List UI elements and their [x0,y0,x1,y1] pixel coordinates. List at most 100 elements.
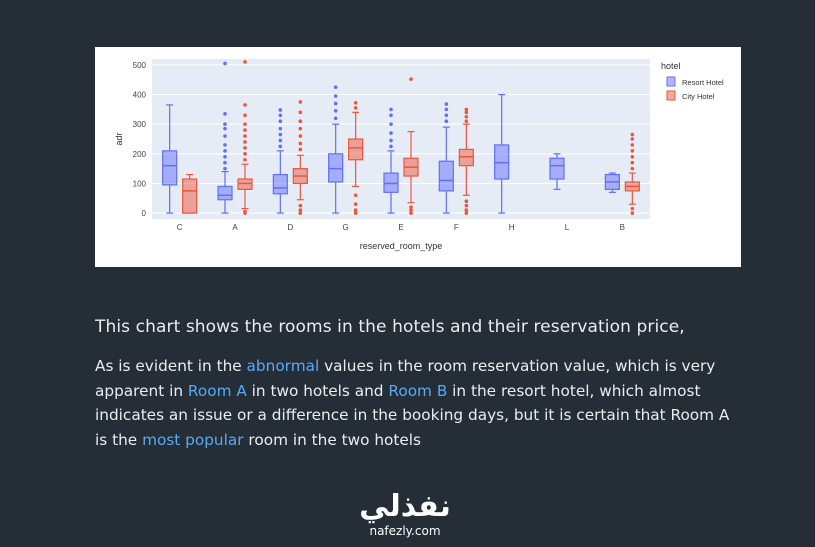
outlier-point [630,160,635,165]
outlier-point [464,211,469,215]
highlighted-phrase: most popular [142,430,244,449]
outlier-point [278,138,283,143]
outlier-point [464,203,469,208]
outlier-point [223,126,227,131]
outlier-point [464,110,469,115]
outlier-point [243,134,247,138]
outlier-point [444,113,449,118]
outlier-point [630,143,635,147]
outlier-point [278,132,283,137]
description-text: room in the two hotels [243,430,422,449]
outlier-point [298,119,303,124]
outlier-point [444,119,449,124]
box-B [624,132,640,215]
outlier-point [243,128,247,132]
outlier-point [298,110,303,115]
legend-swatch [666,90,676,101]
iqr-box [272,173,288,195]
y-tick-label: 400 [133,91,147,100]
x-tick-label: B [620,223,625,232]
x-tick-label: G [343,223,349,232]
outlier-point [389,122,393,126]
outlier-point [409,77,413,81]
outlier-point [223,112,227,116]
outlier-point [278,144,283,149]
highlighted-phrase: Room B [388,381,448,400]
outlier-point [333,94,338,98]
iqr-box [549,157,565,180]
outlier-point [464,208,469,212]
outlier-point [353,101,358,105]
plot-area [152,59,650,219]
x-axis-label: reserved_room_type [360,241,443,251]
outlier-point [278,119,283,124]
highlighted-phrase: abnormal [246,357,320,375]
box-E [403,77,419,215]
outlier-point [243,60,247,64]
legend-swatch [666,76,676,87]
box-D [272,108,288,214]
outlier-point [223,61,227,66]
outlier-point [409,211,413,215]
outlier-point [444,107,449,112]
legend-item-label: City Hotel [682,92,715,101]
outlier-point [298,141,303,146]
outlier-point [298,211,303,215]
iqr-box [348,138,364,161]
box-C [162,104,178,214]
outlier-point [464,119,469,124]
box-F [458,107,474,215]
outlier-point [298,208,303,212]
outlier-point [243,209,247,214]
outlier-point [223,166,227,171]
outlier-point [389,107,393,112]
series-resort-hotel [162,61,620,214]
outlier-point [464,107,469,112]
outlier-point [243,113,247,118]
highlighted-phrase: Room A [187,381,247,400]
outlier-point [298,147,303,152]
description-text: in the resort hotel, which almost indica… [95,381,730,449]
y-tick-label: 500 [133,61,147,70]
outlier-point [333,116,338,121]
description-text: in two hotels and [246,381,389,400]
outlier-point [223,149,227,153]
y-tick-label: 300 [133,120,147,129]
outlier-point [223,143,227,147]
outlier-point [630,137,635,141]
outlier-point [444,102,449,106]
box-G [348,101,364,215]
box-A [237,60,253,215]
description-text: As is evident in the [95,357,247,375]
x-tick-label: H [509,223,515,232]
iqr-box [217,185,233,201]
y-tick-label: 100 [133,179,147,188]
box-plot-chart: 0 100 200 300 400 500 C A D G E F H L Breserved_room_t… [114,59,724,251]
outlier-point [353,193,358,198]
outlier-point [223,122,227,126]
outlier-point [464,199,469,204]
box-G [328,85,344,214]
outlier-point [278,108,283,112]
outlier-point [298,126,303,131]
box-L [549,153,565,190]
outlier-point [243,140,247,144]
box-C [182,173,198,214]
outlier-point [278,113,283,118]
x-tick-label: F [454,223,459,232]
outlier-point [353,202,358,206]
outlier-point [243,152,247,156]
outlier-point [333,109,338,113]
outlier-point [243,157,247,162]
y-axis-label: adr [114,132,124,145]
chart-description: As is evident in the abnormal values in … [95,354,745,452]
outlier-point [353,208,358,212]
outlier-point [409,205,413,209]
legend-title: hotel [661,61,681,71]
chart-caption-headline: This chart shows the rooms in the hotels… [95,317,685,337]
outlier-point [223,154,227,159]
outlier-point [630,206,635,211]
series-city-hotel [182,60,640,215]
box-E [383,107,399,214]
